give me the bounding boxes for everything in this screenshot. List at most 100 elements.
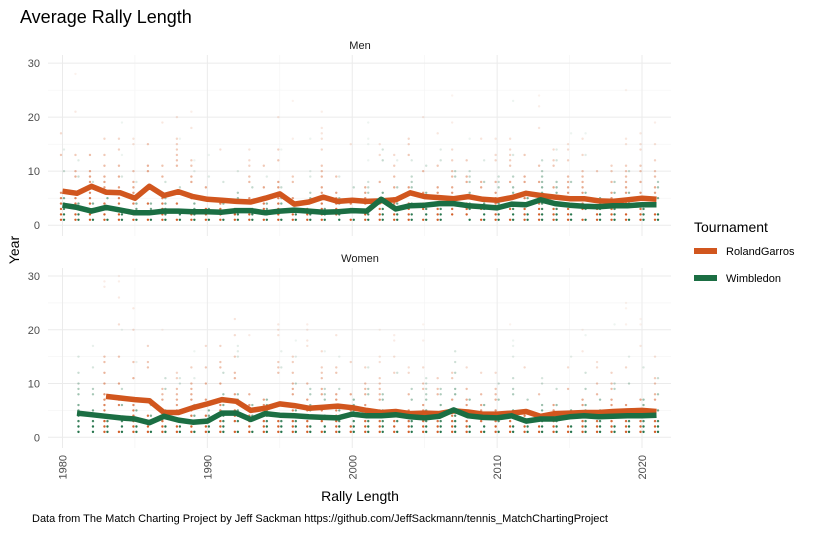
rally-point <box>439 148 442 151</box>
rally-point <box>161 393 164 396</box>
rally-point <box>88 202 92 205</box>
rally-point <box>335 425 338 428</box>
rally-point <box>190 110 193 113</box>
rally-point <box>656 430 660 434</box>
rally-point <box>248 148 251 151</box>
rally-point <box>653 159 657 162</box>
rally-point <box>537 218 541 221</box>
rally-point <box>465 387 468 391</box>
rally-point <box>103 202 106 205</box>
rally-point <box>569 132 573 135</box>
rally-point <box>396 430 399 434</box>
rally-point <box>552 425 555 428</box>
rally-point <box>424 164 428 167</box>
rally-point <box>320 126 323 130</box>
rally-point <box>309 191 312 194</box>
rally-point <box>91 425 95 428</box>
rally-point <box>624 425 628 428</box>
rally-point <box>367 218 370 221</box>
rally-point <box>236 393 240 396</box>
rally-point <box>378 419 381 423</box>
rally-point <box>352 425 355 428</box>
rally-point <box>508 153 512 157</box>
rally-point <box>364 425 367 428</box>
rally-point <box>537 393 541 396</box>
rally-point <box>624 430 628 434</box>
rally-point <box>132 137 135 140</box>
rally-point <box>511 153 515 157</box>
rally-point <box>117 323 121 326</box>
x-tick-label: 1990 <box>202 455 214 479</box>
rally-point <box>627 169 631 173</box>
rally-point <box>639 218 642 221</box>
rally-point <box>146 430 150 434</box>
rally-point <box>291 430 295 434</box>
rally-point <box>320 132 323 135</box>
rally-point <box>465 175 468 178</box>
rally-point <box>338 419 341 423</box>
rally-point <box>421 218 425 221</box>
rally-point <box>193 202 196 205</box>
rally-point <box>598 398 602 401</box>
rally-point <box>178 218 182 221</box>
rally-point <box>511 387 515 391</box>
rally-point <box>62 207 66 211</box>
rally-point <box>396 371 399 374</box>
rally-point <box>523 425 526 428</box>
rally-point <box>555 218 558 221</box>
rally-point <box>624 323 628 326</box>
rally-point <box>277 180 280 184</box>
rally-point <box>624 218 628 221</box>
rally-point <box>294 339 298 342</box>
rally-point <box>465 403 468 407</box>
rally-point <box>497 202 500 205</box>
rally-point <box>396 202 399 205</box>
rally-point <box>453 387 457 391</box>
rally-point <box>164 180 167 184</box>
rally-point <box>540 213 544 216</box>
rally-point <box>393 333 396 337</box>
rally-point <box>117 382 121 385</box>
rally-point <box>581 430 584 434</box>
rally-point <box>610 398 613 401</box>
rally-point <box>497 175 500 178</box>
rally-point <box>436 132 439 135</box>
rally-point <box>407 218 410 221</box>
rally-point <box>410 175 413 178</box>
rally-point <box>306 419 309 423</box>
rally-point <box>494 180 497 184</box>
rally-point <box>421 403 425 407</box>
rally-point <box>511 207 515 211</box>
rally-point <box>656 393 660 396</box>
rally-point <box>497 398 500 401</box>
rally-point <box>624 186 628 189</box>
rally-point <box>598 430 602 434</box>
rally-point <box>320 387 323 391</box>
rally-point <box>265 175 269 178</box>
x-tick-label: 1980 <box>57 455 69 479</box>
rally-point <box>569 355 573 358</box>
rally-point <box>59 207 63 211</box>
y-tick-label: 20 <box>28 112 40 124</box>
rally-point <box>453 350 457 353</box>
rally-point <box>146 366 150 369</box>
rally-point <box>190 159 193 162</box>
rally-point <box>595 430 599 434</box>
rally-point <box>132 425 135 428</box>
rally-point <box>248 159 251 162</box>
rally-point <box>436 213 439 216</box>
rally-point <box>410 425 413 428</box>
rally-point <box>132 430 135 434</box>
rally-point <box>77 393 80 396</box>
rally-point <box>642 430 645 434</box>
rally-point <box>236 218 240 221</box>
rally-point <box>175 115 179 119</box>
series-line-rolandgarros <box>105 393 657 420</box>
rally-point <box>323 430 326 434</box>
rally-point <box>320 186 323 189</box>
rally-point <box>439 430 442 434</box>
rally-point <box>468 425 471 428</box>
rally-point <box>407 213 410 216</box>
rally-point <box>306 323 309 326</box>
